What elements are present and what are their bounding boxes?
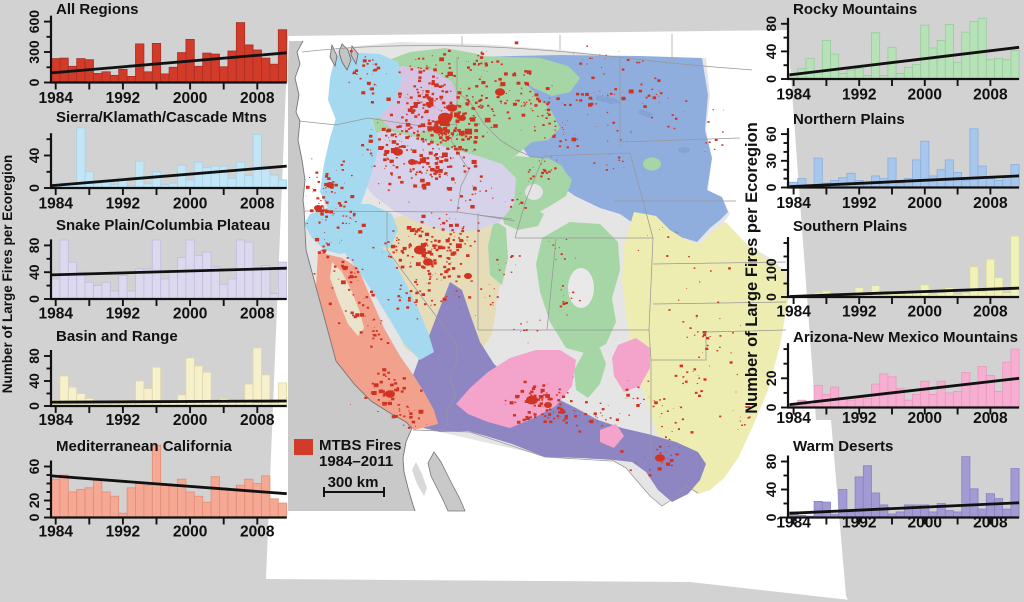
svg-text:Northern Plains: Northern Plains [793,111,905,128]
svg-text:0: 0 [26,184,42,192]
svg-text:2008: 2008 [973,87,1008,104]
svg-text:2008: 2008 [973,304,1008,321]
svg-text:2008: 2008 [240,196,275,213]
svg-text:2008: 2008 [973,195,1008,212]
svg-text:Mediterranean California: Mediterranean California [56,438,233,455]
svg-text:300 km: 300 km [328,474,379,491]
svg-text:2008: 2008 [973,410,1008,427]
svg-text:0: 0 [26,78,42,86]
svg-text:80: 80 [763,16,779,32]
svg-text:1984: 1984 [776,304,811,321]
svg-text:1984: 1984 [776,87,811,104]
svg-text:1992: 1992 [106,90,140,107]
svg-text:1984: 1984 [776,410,811,427]
svg-text:40: 40 [26,373,42,389]
svg-text:2000: 2000 [173,306,207,323]
svg-text:2000: 2000 [173,412,207,429]
svg-text:1992: 1992 [842,87,876,104]
svg-text:1992: 1992 [106,412,140,429]
svg-text:Basin and Range: Basin and Range [56,328,178,345]
svg-text:80: 80 [763,454,779,470]
svg-text:2000: 2000 [173,524,207,541]
svg-text:2008: 2008 [240,90,275,107]
svg-text:40: 40 [26,264,42,280]
svg-text:MTBS Fires: MTBS Fires [319,437,402,454]
svg-text:1992: 1992 [106,196,140,213]
svg-text:Warm Deserts: Warm Deserts [793,438,893,455]
svg-text:60: 60 [26,459,42,475]
svg-text:0: 0 [763,513,779,521]
svg-text:2008: 2008 [240,306,275,323]
svg-text:40: 40 [26,148,42,164]
svg-text:1984: 1984 [776,515,811,532]
svg-text:0: 0 [763,75,779,83]
svg-text:2000: 2000 [908,87,942,104]
svg-text:0: 0 [26,402,42,410]
svg-text:40: 40 [763,482,779,498]
svg-text:2000: 2000 [908,195,942,212]
svg-text:60: 60 [763,126,779,142]
svg-text:100: 100 [763,258,779,282]
svg-text:1992: 1992 [106,306,140,323]
svg-text:1992: 1992 [106,524,140,541]
svg-text:Rocky Mountains: Rocky Mountains [793,1,917,18]
svg-text:2008: 2008 [240,524,275,541]
svg-text:All Regions: All Regions [56,1,139,18]
svg-text:1992: 1992 [842,515,876,532]
svg-text:2000: 2000 [908,410,942,427]
svg-text:600: 600 [26,10,42,34]
svg-text:2000: 2000 [173,90,207,107]
svg-text:30: 30 [763,153,779,169]
svg-text:1992: 1992 [842,304,876,321]
svg-text:1984: 1984 [38,412,73,429]
svg-text:1984: 1984 [38,90,73,107]
svg-text:0: 0 [26,295,42,303]
svg-text:Sierra/Klamath/Cascade Mtns: Sierra/Klamath/Cascade Mtns [56,109,267,126]
svg-text:80: 80 [26,237,42,253]
svg-text:1992: 1992 [842,195,876,212]
svg-text:1984: 1984 [776,195,811,212]
svg-text:Southern Plains: Southern Plains [793,218,907,235]
svg-text:1984–2011: 1984–2011 [319,453,393,470]
svg-text:Number of Large Fires per Ecor: Number of Large Fires per Ecoregion [0,155,15,394]
svg-text:0: 0 [763,293,779,301]
svg-text:0: 0 [26,513,42,521]
svg-text:1992: 1992 [842,410,876,427]
svg-text:1984: 1984 [38,196,73,213]
svg-text:2000: 2000 [908,304,942,321]
svg-text:Snake Plain/Columbia Plateau: Snake Plain/Columbia Plateau [56,217,270,234]
svg-text:20: 20 [26,493,42,509]
svg-text:0: 0 [763,183,779,191]
svg-text:2008: 2008 [973,515,1008,532]
svg-text:40: 40 [763,43,779,59]
svg-text:Arizona-New Mexico Mountains: Arizona-New Mexico Mountains [793,329,1018,346]
svg-text:2008: 2008 [240,412,275,429]
svg-text:0: 0 [763,403,779,411]
svg-text:20: 20 [763,370,779,386]
svg-text:Number of Large Fires per Ecor: Number of Large Fires per Ecoregion [743,122,761,414]
svg-text:80: 80 [26,348,42,364]
svg-text:2000: 2000 [908,515,942,532]
svg-text:300: 300 [26,40,42,64]
svg-text:1984: 1984 [38,524,73,541]
svg-text:2000: 2000 [173,196,207,213]
svg-text:1984: 1984 [38,306,73,323]
